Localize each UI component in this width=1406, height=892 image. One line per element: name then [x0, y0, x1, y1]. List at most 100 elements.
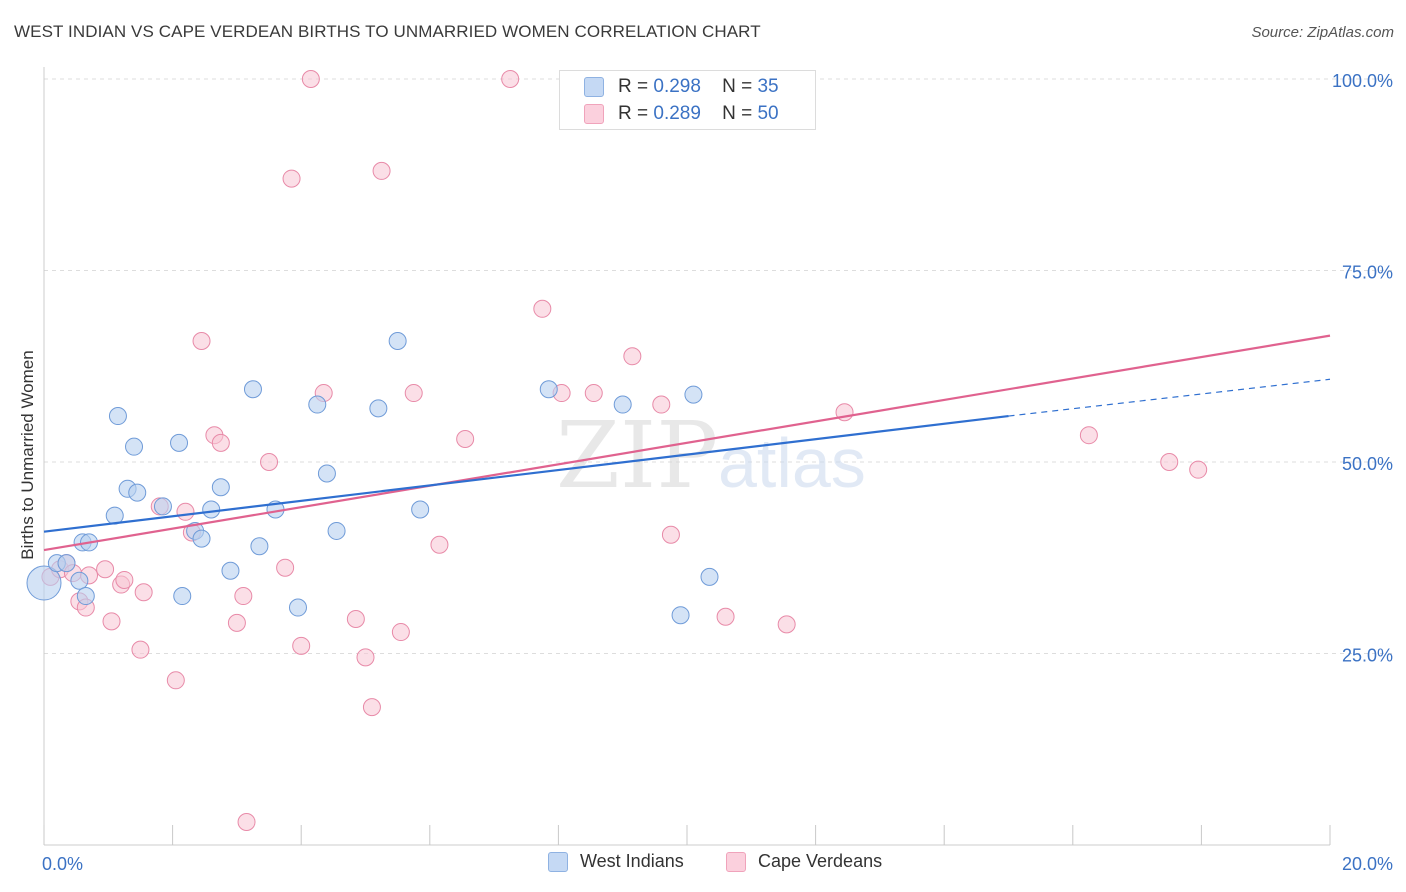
west-indian-point [671, 606, 690, 625]
west-indian-trend-line [43, 414, 1009, 533]
cape-verdean-point [391, 623, 410, 642]
cape-verdean-point [211, 433, 230, 452]
series-west-indians [26, 331, 719, 625]
west-indian-point [684, 385, 703, 404]
cape-verdean-point [292, 636, 311, 655]
legend-r-label: R = [618, 76, 649, 97]
west-indian-point [108, 407, 127, 426]
gridlines [44, 78, 1394, 654]
west-indian-point [153, 497, 172, 516]
west-indian-point [369, 399, 388, 418]
source-label: Source: ZipAtlas.com [1251, 24, 1394, 41]
cape-verdean-trend-line [43, 334, 1331, 552]
cape-verdean-point [1160, 453, 1179, 471]
y-tick-label: 50.0% [1342, 454, 1393, 474]
west-indian-point [700, 567, 719, 586]
cape-verdean-point [533, 299, 552, 318]
tick-labels: 25.0% 50.0% 75.0% 100.0% 0.0% 20.0% [42, 71, 1393, 874]
y-tick-label: 100.0% [1332, 71, 1393, 91]
cape-verdean-point [346, 610, 365, 629]
legend-text-blue: R = 0.298 N = 35 [618, 76, 779, 98]
cape-verdean-point [276, 558, 295, 577]
cape-verdean-point [372, 161, 391, 180]
x-tick-label-max: 20.0% [1342, 854, 1393, 874]
series-legend: West Indians Cape Verdeans [0, 851, 1406, 877]
west-indian-point [317, 464, 336, 483]
west-indian-point [57, 554, 76, 573]
west-indian-trend-extension [1008, 378, 1331, 417]
trend-lines [43, 334, 1331, 552]
west-indian-point [250, 537, 269, 556]
cape-verdean-point [260, 453, 279, 471]
legend-text-pink: R = 0.289 N = 50 [618, 103, 779, 125]
chart-title: WEST INDIAN VS CAPE VERDEAN BIRTHS TO UN… [14, 22, 761, 41]
legend-swatch-pink [584, 104, 604, 124]
legend-swatch-blue [548, 851, 568, 872]
legend-n-value: 50 [757, 103, 779, 124]
legend-n-label: N = [722, 103, 753, 124]
west-indian-point [411, 500, 430, 519]
west-indian-point [26, 565, 62, 601]
correlation-legend: R = 0.298 N = 35 R = 0.289 N = 50 [559, 70, 816, 130]
cape-verdean-point [115, 570, 134, 589]
cape-verdean-point [1079, 426, 1098, 445]
west-indian-point [173, 587, 192, 606]
west-indian-point [125, 437, 144, 456]
cape-verdean-point [102, 612, 121, 631]
west-indian-point [539, 380, 558, 399]
y-tick-label: 75.0% [1342, 263, 1393, 283]
cape-verdean-point [237, 813, 256, 832]
west-indian-point [70, 571, 89, 590]
x-tick-label-min: 0.0% [42, 854, 83, 874]
cape-verdean-point [652, 395, 671, 414]
west-indian-point [221, 561, 240, 580]
west-indian-point [388, 331, 407, 350]
cape-verdean-point [192, 331, 211, 350]
legend-r-value: 0.298 [653, 76, 701, 97]
cape-verdean-point [134, 583, 153, 602]
cape-verdean-point [661, 525, 680, 544]
legend-label-west-indians: West Indians [580, 851, 684, 871]
cape-verdean-point [282, 169, 301, 188]
cape-verdean-point [501, 70, 520, 88]
legend-r-value: 0.289 [653, 103, 701, 124]
cape-verdean-point [456, 430, 475, 449]
legend-swatch-blue [584, 77, 604, 97]
legend-n-label: N = [722, 76, 753, 97]
west-indian-point [170, 433, 189, 452]
cape-verdean-point [1189, 460, 1208, 479]
cape-verdean-point [584, 384, 603, 403]
watermark-zip: ZIP [556, 402, 718, 509]
cape-verdean-point [362, 698, 381, 717]
cape-verdean-point [227, 613, 246, 632]
legend-r-label: R = [618, 103, 649, 124]
cape-verdean-point [777, 615, 796, 634]
cape-verdean-point [96, 560, 115, 579]
axes [43, 67, 1331, 846]
legend-item-west-indians: West Indians [548, 851, 684, 872]
y-tick-label: 25.0% [1342, 646, 1393, 666]
legend-label-cape-verdeans: Cape Verdeans [758, 851, 883, 871]
west-indian-point [128, 483, 147, 502]
west-indian-point [308, 395, 327, 414]
west-indian-point [243, 380, 262, 399]
legend-swatch-pink [726, 851, 746, 872]
west-indian-point [192, 529, 211, 548]
cape-verdean-point [716, 607, 735, 626]
cape-verdean-point [234, 587, 253, 606]
cape-verdean-point [301, 70, 320, 88]
legend-item-cape-verdeans: Cape Verdeans [726, 851, 882, 872]
cape-verdean-point [131, 640, 150, 659]
cape-verdean-point [176, 502, 195, 521]
cape-verdean-point [404, 384, 423, 403]
legend-n-value: 35 [757, 76, 779, 97]
west-indian-point [327, 521, 346, 540]
west-indian-point [76, 587, 95, 606]
cape-verdean-point [166, 671, 185, 690]
west-indian-point [211, 478, 230, 497]
cape-verdean-point [356, 648, 375, 667]
cape-verdean-point [430, 535, 449, 554]
west-indian-point [202, 500, 221, 519]
cape-verdean-point [623, 347, 642, 366]
